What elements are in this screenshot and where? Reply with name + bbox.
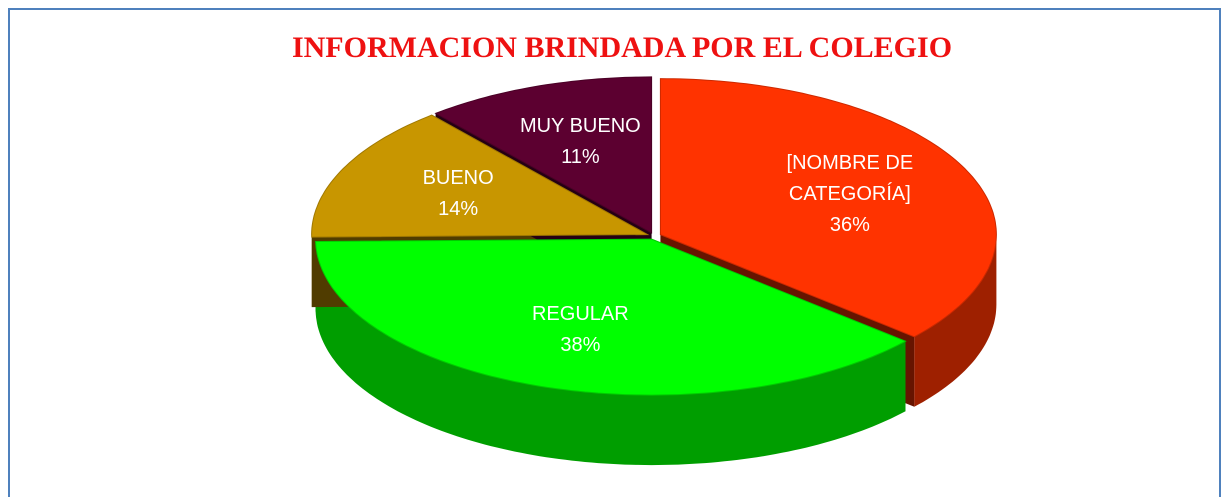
category-label: BUENO (422, 167, 494, 190)
data-label: REGULAR 38% (490, 299, 670, 361)
label-box: [NOMBRE DE CATEGORÍA] 36% (760, 148, 940, 241)
percent-label: 38% (560, 333, 601, 356)
label-box: REGULAR 38% (490, 299, 670, 361)
data-label: BUENO 14% (368, 163, 548, 225)
slice (434, 76, 653, 234)
label-box: MUY BUENO 11% (490, 111, 670, 173)
slice (311, 114, 650, 238)
slice-wall (914, 234, 997, 407)
category-label: [NOMBRE DE CATEGORÍA] (786, 151, 914, 205)
slice (315, 238, 907, 396)
tops (311, 76, 997, 396)
data-label: MUY BUENO 11% (490, 111, 670, 173)
percent-label: 11% (561, 146, 600, 169)
slice (659, 78, 997, 338)
percent-label: 36% (829, 213, 870, 236)
chart-title: INFORMACION BRINDADA POR EL COLEGIO (292, 31, 952, 64)
labels: [NOMBRE DE CATEGORÍA] 36% REGULAR 38% BUENO 1… (368, 111, 940, 361)
category-label: REGULAR (531, 302, 629, 325)
label-box: BUENO 14% (368, 163, 548, 225)
slice-wall (315, 241, 906, 466)
data-label: [NOMBRE DE CATEGORÍA] 36% (760, 148, 940, 241)
category-label: MUY BUENO (519, 115, 641, 138)
percent-label: 14% (438, 198, 479, 221)
pie: [NOMBRE DE CATEGORÍA] 36% REGULAR 38% BUENO 1… (311, 76, 997, 466)
